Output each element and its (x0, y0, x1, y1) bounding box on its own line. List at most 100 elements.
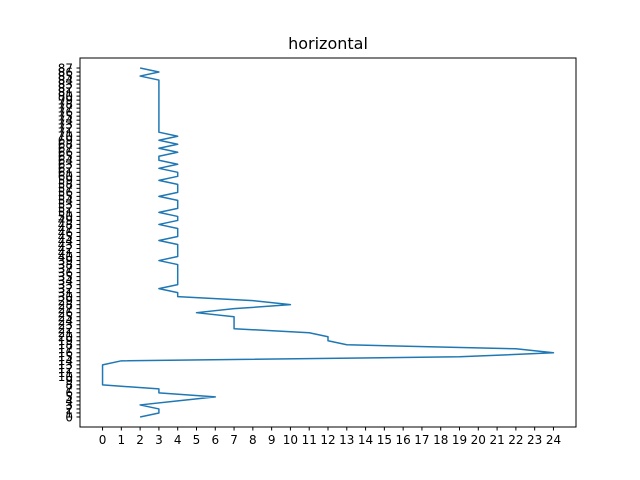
y-tick-label: 84 (58, 73, 73, 87)
y-tick-label: 27 (58, 302, 73, 316)
y-tick-label: 19 (58, 334, 73, 348)
x-tick-label: 12 (320, 433, 335, 447)
y-tick-label: 47 (58, 222, 73, 236)
chart-title: horizontal (288, 34, 368, 53)
x-tick-label: 14 (358, 433, 373, 447)
y-tick-label: 58 (58, 178, 73, 192)
y-tick-label: 87 (58, 61, 73, 75)
y-tick-label: 77 (58, 101, 73, 115)
y-tick-label: 64 (58, 154, 73, 168)
y-tick-label: 74 (58, 113, 73, 127)
y-axis: 0123456789101112131415161718192021222324… (58, 61, 80, 424)
y-tick-label: 45 (58, 230, 73, 244)
x-tick-label: 4 (174, 433, 182, 447)
y-tick-label: 55 (58, 190, 73, 204)
y-tick-label: 43 (58, 238, 73, 252)
y-tick-label: 8 (65, 378, 73, 392)
y-tick-label: 57 (58, 182, 73, 196)
y-tick-label: 1 (65, 406, 73, 420)
plot-area (101, 67, 555, 418)
x-tick-label: 22 (508, 433, 523, 447)
y-tick-label: 78 (58, 97, 73, 111)
y-tick-label: 66 (58, 146, 73, 160)
y-tick-label: 80 (58, 89, 73, 103)
y-tick-label: 48 (58, 218, 73, 232)
y-tick-label: 54 (58, 194, 73, 208)
y-tick-label: 15 (58, 350, 73, 364)
y-tick-label: 82 (58, 81, 73, 95)
y-tick-label: 44 (58, 234, 73, 248)
x-tick-label: 23 (527, 433, 542, 447)
y-tick-label: 61 (58, 166, 73, 180)
y-tick-label: 42 (58, 242, 73, 256)
y-tick-label: 4 (65, 394, 73, 408)
x-tick-label: 3 (155, 433, 163, 447)
y-tick-label: 33 (58, 278, 73, 292)
y-tick-label: 38 (58, 258, 73, 272)
y-tick-label: 13 (58, 358, 73, 372)
x-tick-label: 17 (414, 433, 429, 447)
x-tick-label: 19 (452, 433, 467, 447)
y-tick-label: 20 (58, 330, 73, 344)
x-tick-label: 7 (230, 433, 238, 447)
x-tick-label: 10 (283, 433, 298, 447)
x-tick-label: 11 (302, 433, 317, 447)
x-axis: 0 1 2 3 4 5 6 7 8 9 10 11 12 13 14 15 16 17 18 19 20 21 22 23 24 (99, 427, 561, 447)
x-tick-label: 24 (546, 433, 561, 447)
y-tick-label: 28 (58, 298, 73, 312)
y-tick-label: 0 (65, 410, 73, 424)
y-tick-label: 86 (58, 65, 73, 79)
y-tick-label: 76 (58, 105, 73, 119)
y-tick-label: 62 (58, 162, 73, 176)
y-tick-label: 36 (58, 266, 73, 280)
y-tick-label: 21 (58, 326, 73, 340)
x-tick-label: 6 (211, 433, 219, 447)
y-tick-label: 3 (65, 398, 73, 412)
y-tick-label: 24 (58, 314, 73, 328)
y-tick-label: 26 (58, 306, 73, 320)
y-tick-label: 51 (58, 206, 73, 220)
y-tick-label: 75 (58, 109, 73, 123)
x-tick-label: 21 (489, 433, 504, 447)
y-tick-label: 69 (58, 134, 73, 148)
x-tick-label: 18 (433, 433, 448, 447)
y-tick-label: 53 (58, 198, 73, 212)
x-tick-label: 20 (471, 433, 486, 447)
y-tick-label: 40 (58, 250, 73, 264)
y-tick-label: 16 (58, 346, 73, 360)
y-tick-label: 49 (58, 214, 73, 228)
y-tick-label: 9 (65, 374, 73, 388)
y-tick-label: 14 (58, 354, 73, 368)
y-tick-label: 34 (58, 274, 73, 288)
x-tick-label: 8 (249, 433, 257, 447)
x-tick-label: 5 (193, 433, 201, 447)
y-tick-label: 39 (58, 254, 73, 268)
y-tick-label: 2 (65, 402, 73, 416)
y-tick-label: 17 (58, 342, 73, 356)
axes-frame (79, 57, 577, 428)
y-tick-label: 81 (58, 85, 73, 99)
y-tick-label: 30 (58, 290, 73, 304)
y-tick-label: 25 (58, 310, 73, 324)
x-tick-label: 15 (377, 433, 392, 447)
y-tick-label: 46 (58, 226, 73, 240)
y-tick-label: 56 (58, 186, 73, 200)
y-tick-label: 70 (58, 130, 73, 144)
x-tick-label: 9 (268, 433, 276, 447)
y-tick-label: 10 (58, 370, 73, 384)
series-line-0 (101, 67, 555, 418)
y-tick-label: 7 (65, 382, 73, 396)
y-tick-label: 11 (58, 366, 73, 380)
y-tick-label: 63 (58, 158, 73, 172)
y-tick-label: 79 (58, 93, 73, 107)
y-tick-label: 18 (58, 338, 73, 352)
y-tick-label: 59 (58, 174, 73, 188)
x-tick-label: 0 (99, 433, 107, 447)
y-tick-label: 6 (65, 386, 73, 400)
y-tick-label: 60 (58, 170, 73, 184)
x-tick-label: 16 (396, 433, 411, 447)
y-tick-label: 41 (58, 246, 73, 260)
y-tick-label: 35 (58, 270, 73, 284)
y-tick-label: 68 (58, 138, 73, 152)
